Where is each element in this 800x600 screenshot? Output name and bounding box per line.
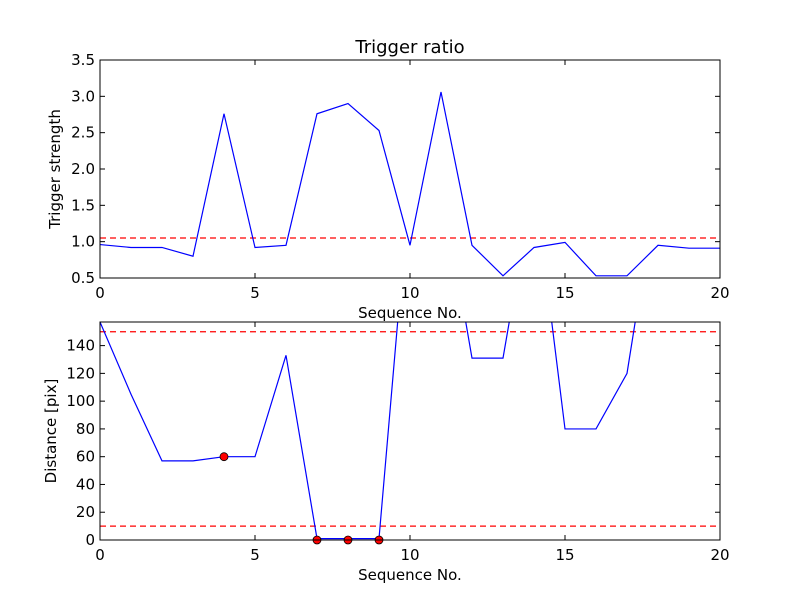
y-tick-label: 80 <box>76 420 95 438</box>
y-tick-label: 0.5 <box>71 269 95 287</box>
x-tick-label: 15 <box>555 546 574 564</box>
x-tick-label: 0 <box>95 284 105 302</box>
y-tick-label: 2.0 <box>71 160 95 178</box>
y-tick-label: 1.5 <box>71 196 95 214</box>
x-tick-label: 20 <box>710 284 729 302</box>
trigger-strength-series <box>100 91 720 277</box>
y-tick-labels: 0 20 40 60 80 100 120 140 <box>66 337 95 549</box>
y-axis-label: Trigger strength <box>46 109 64 230</box>
threshold-lines <box>100 331 720 527</box>
y-tick-labels: 0.5 1.0 1.5 2.0 2.5 3.0 3.5 <box>71 51 95 287</box>
distance-series <box>100 322 636 540</box>
x-axis-label: Sequence No. <box>358 566 462 584</box>
y-tick-label: 1.0 <box>71 233 95 251</box>
y-tick-label: 3.5 <box>71 51 95 69</box>
series-line <box>100 91 720 277</box>
x-tick-labels: 0 5 10 15 20 <box>95 284 729 302</box>
x-tick-label: 5 <box>250 284 260 302</box>
tick-marks <box>99 59 721 279</box>
x-axis-label: Sequence No. <box>358 304 462 322</box>
y-axis-label: Distance [pix] <box>42 379 60 484</box>
y-tick-label: 20 <box>76 503 95 521</box>
x-tick-label: 10 <box>400 546 419 564</box>
y-tick-label: 120 <box>66 364 95 382</box>
chart-title: Trigger ratio <box>354 37 464 58</box>
y-tick-label: 60 <box>76 448 95 466</box>
trigger-marker <box>219 452 229 462</box>
x-tick-label: 10 <box>400 284 419 302</box>
distance-axes: 0 5 10 15 20 0 20 40 60 80 100 120 140 Sequence No.… <box>42 321 730 584</box>
x-tick-label: 20 <box>710 546 729 564</box>
x-tick-labels: 0 5 10 15 20 <box>95 546 729 564</box>
y-tick-label: 140 <box>66 337 95 355</box>
y-tick-label: 0 <box>85 531 95 549</box>
y-tick-label: 2.5 <box>71 124 95 142</box>
y-tick-label: 100 <box>66 392 95 410</box>
y-tick-label: 3.0 <box>71 87 95 105</box>
tick-marks <box>99 322 721 541</box>
x-tick-label: 15 <box>555 284 574 302</box>
series-line <box>100 322 636 540</box>
x-tick-label: 0 <box>95 546 105 564</box>
trigger-ratio-axes: 0 5 10 15 20 0.5 1.0 1.5 2.0 2.5 3.0 3.5 Trigger r… <box>46 37 730 322</box>
y-tick-label: 40 <box>76 475 95 493</box>
x-tick-label: 5 <box>250 546 260 564</box>
